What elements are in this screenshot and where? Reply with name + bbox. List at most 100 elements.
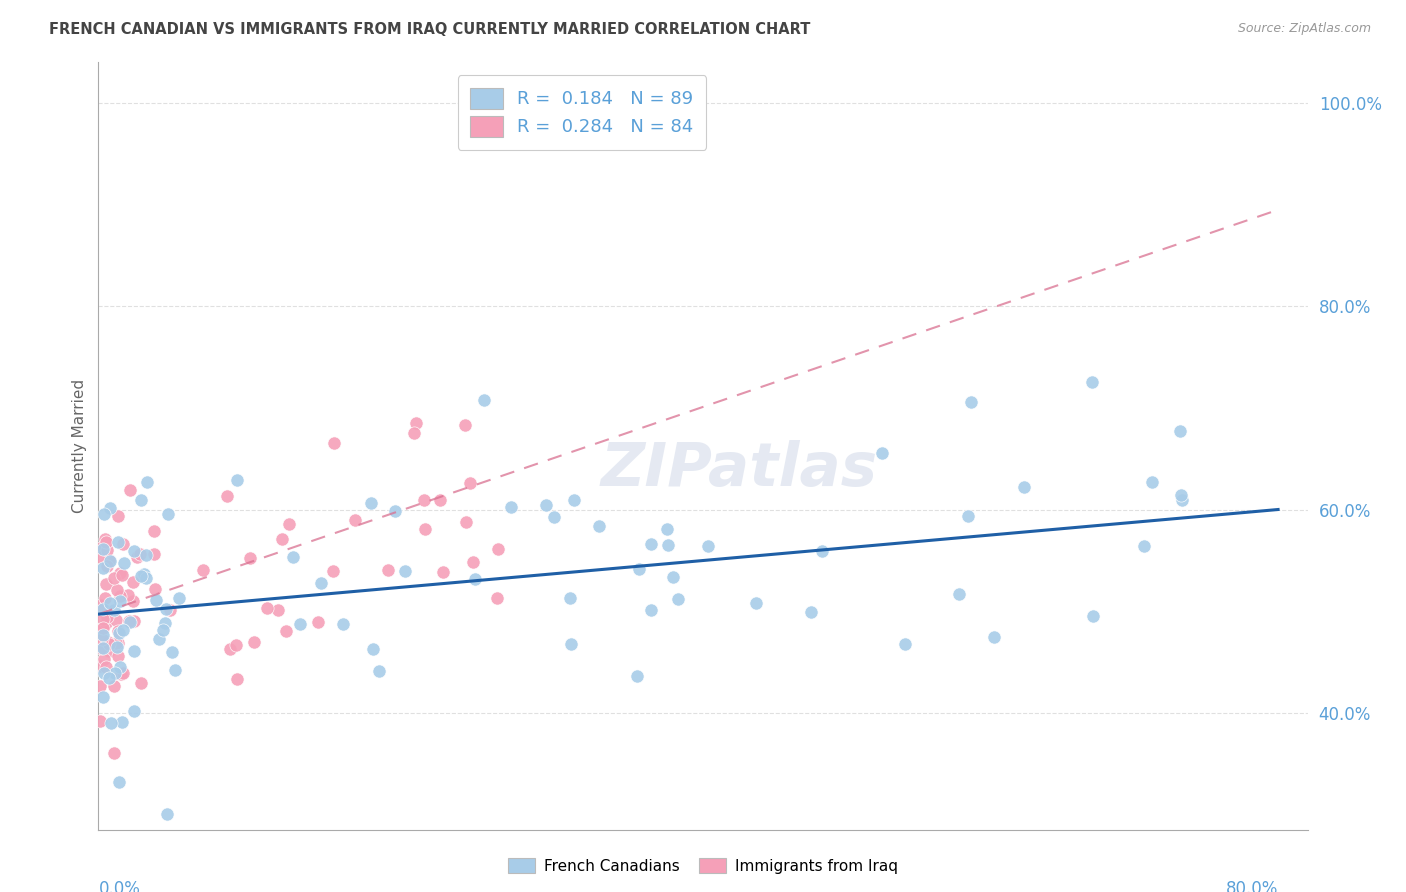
Point <box>225 638 247 652</box>
Point <box>152 623 174 637</box>
Point <box>110 660 132 674</box>
Point <box>666 591 689 606</box>
Point <box>103 679 125 693</box>
Point <box>142 524 165 539</box>
Point <box>627 561 650 575</box>
Point <box>256 600 278 615</box>
Point <box>91 632 114 647</box>
Y-axis label: Currently Married: Currently Married <box>72 379 87 513</box>
Point <box>91 621 114 635</box>
Point <box>218 641 240 656</box>
Point <box>193 563 215 577</box>
Point <box>870 446 893 460</box>
Point <box>309 575 332 590</box>
Legend: R =  0.184   N = 89, R =  0.284   N = 84: R = 0.184 N = 89, R = 0.284 N = 84 <box>458 75 706 150</box>
Point <box>657 522 679 536</box>
Point <box>97 553 120 567</box>
Point <box>93 507 115 521</box>
Point <box>499 500 522 514</box>
Point <box>145 593 167 607</box>
Point <box>104 635 127 649</box>
Point <box>107 648 129 663</box>
Point <box>811 544 834 558</box>
Point <box>474 393 496 408</box>
Point <box>402 425 425 440</box>
Point <box>1014 480 1036 494</box>
Point <box>1170 488 1192 502</box>
Point <box>96 558 118 573</box>
Point <box>657 538 679 552</box>
Point <box>122 544 145 558</box>
Point <box>122 644 145 658</box>
Legend: French Canadians, Immigrants from Iraq: French Canadians, Immigrants from Iraq <box>502 852 904 880</box>
Point <box>266 603 288 617</box>
Point <box>959 395 981 409</box>
Point <box>332 616 354 631</box>
Point <box>360 496 382 510</box>
Text: 80.0%: 80.0% <box>1226 880 1278 892</box>
Text: Source: ZipAtlas.com: Source: ZipAtlas.com <box>1237 22 1371 36</box>
Point <box>143 548 166 562</box>
Point <box>1140 475 1163 489</box>
Point <box>283 550 305 565</box>
Point <box>94 660 117 674</box>
Point <box>104 613 127 627</box>
Point <box>93 651 115 665</box>
Point <box>270 533 292 547</box>
Point <box>108 774 131 789</box>
Point <box>129 493 152 508</box>
Point <box>122 575 145 590</box>
Point <box>100 716 122 731</box>
Point <box>432 565 454 579</box>
Point <box>384 504 406 518</box>
Point <box>307 615 329 629</box>
Point <box>117 589 139 603</box>
Point <box>1081 609 1104 624</box>
Point <box>588 518 610 533</box>
Point <box>1081 376 1104 390</box>
Point <box>124 615 146 629</box>
Point <box>93 665 115 680</box>
Point <box>560 637 582 651</box>
Point <box>697 539 720 553</box>
Point <box>105 640 128 655</box>
Point <box>103 747 125 761</box>
Point <box>111 567 134 582</box>
Point <box>226 672 249 686</box>
Point <box>90 598 112 612</box>
Point <box>91 612 114 626</box>
Point <box>159 603 181 617</box>
Point <box>135 571 157 585</box>
Point <box>97 637 120 651</box>
Point <box>107 624 129 638</box>
Point <box>122 593 145 607</box>
Point <box>91 602 114 616</box>
Point <box>97 607 120 622</box>
Point <box>156 508 179 522</box>
Point <box>461 555 484 569</box>
Point <box>458 476 481 491</box>
Point <box>97 644 120 658</box>
Point <box>112 536 135 550</box>
Point <box>560 591 582 606</box>
Point <box>983 630 1005 644</box>
Point <box>89 714 111 728</box>
Point <box>107 636 129 650</box>
Point <box>112 556 135 570</box>
Point <box>1168 424 1191 438</box>
Point <box>98 671 121 685</box>
Point <box>110 667 132 681</box>
Point <box>104 665 127 680</box>
Point <box>89 541 111 555</box>
Point <box>105 582 128 597</box>
Point <box>167 591 190 606</box>
Point <box>120 615 142 629</box>
Point <box>288 617 311 632</box>
Point <box>118 614 141 628</box>
Point <box>948 587 970 601</box>
Point <box>98 596 121 610</box>
Point <box>394 564 416 578</box>
Point <box>322 564 344 578</box>
Point <box>454 417 477 432</box>
Point <box>103 603 125 617</box>
